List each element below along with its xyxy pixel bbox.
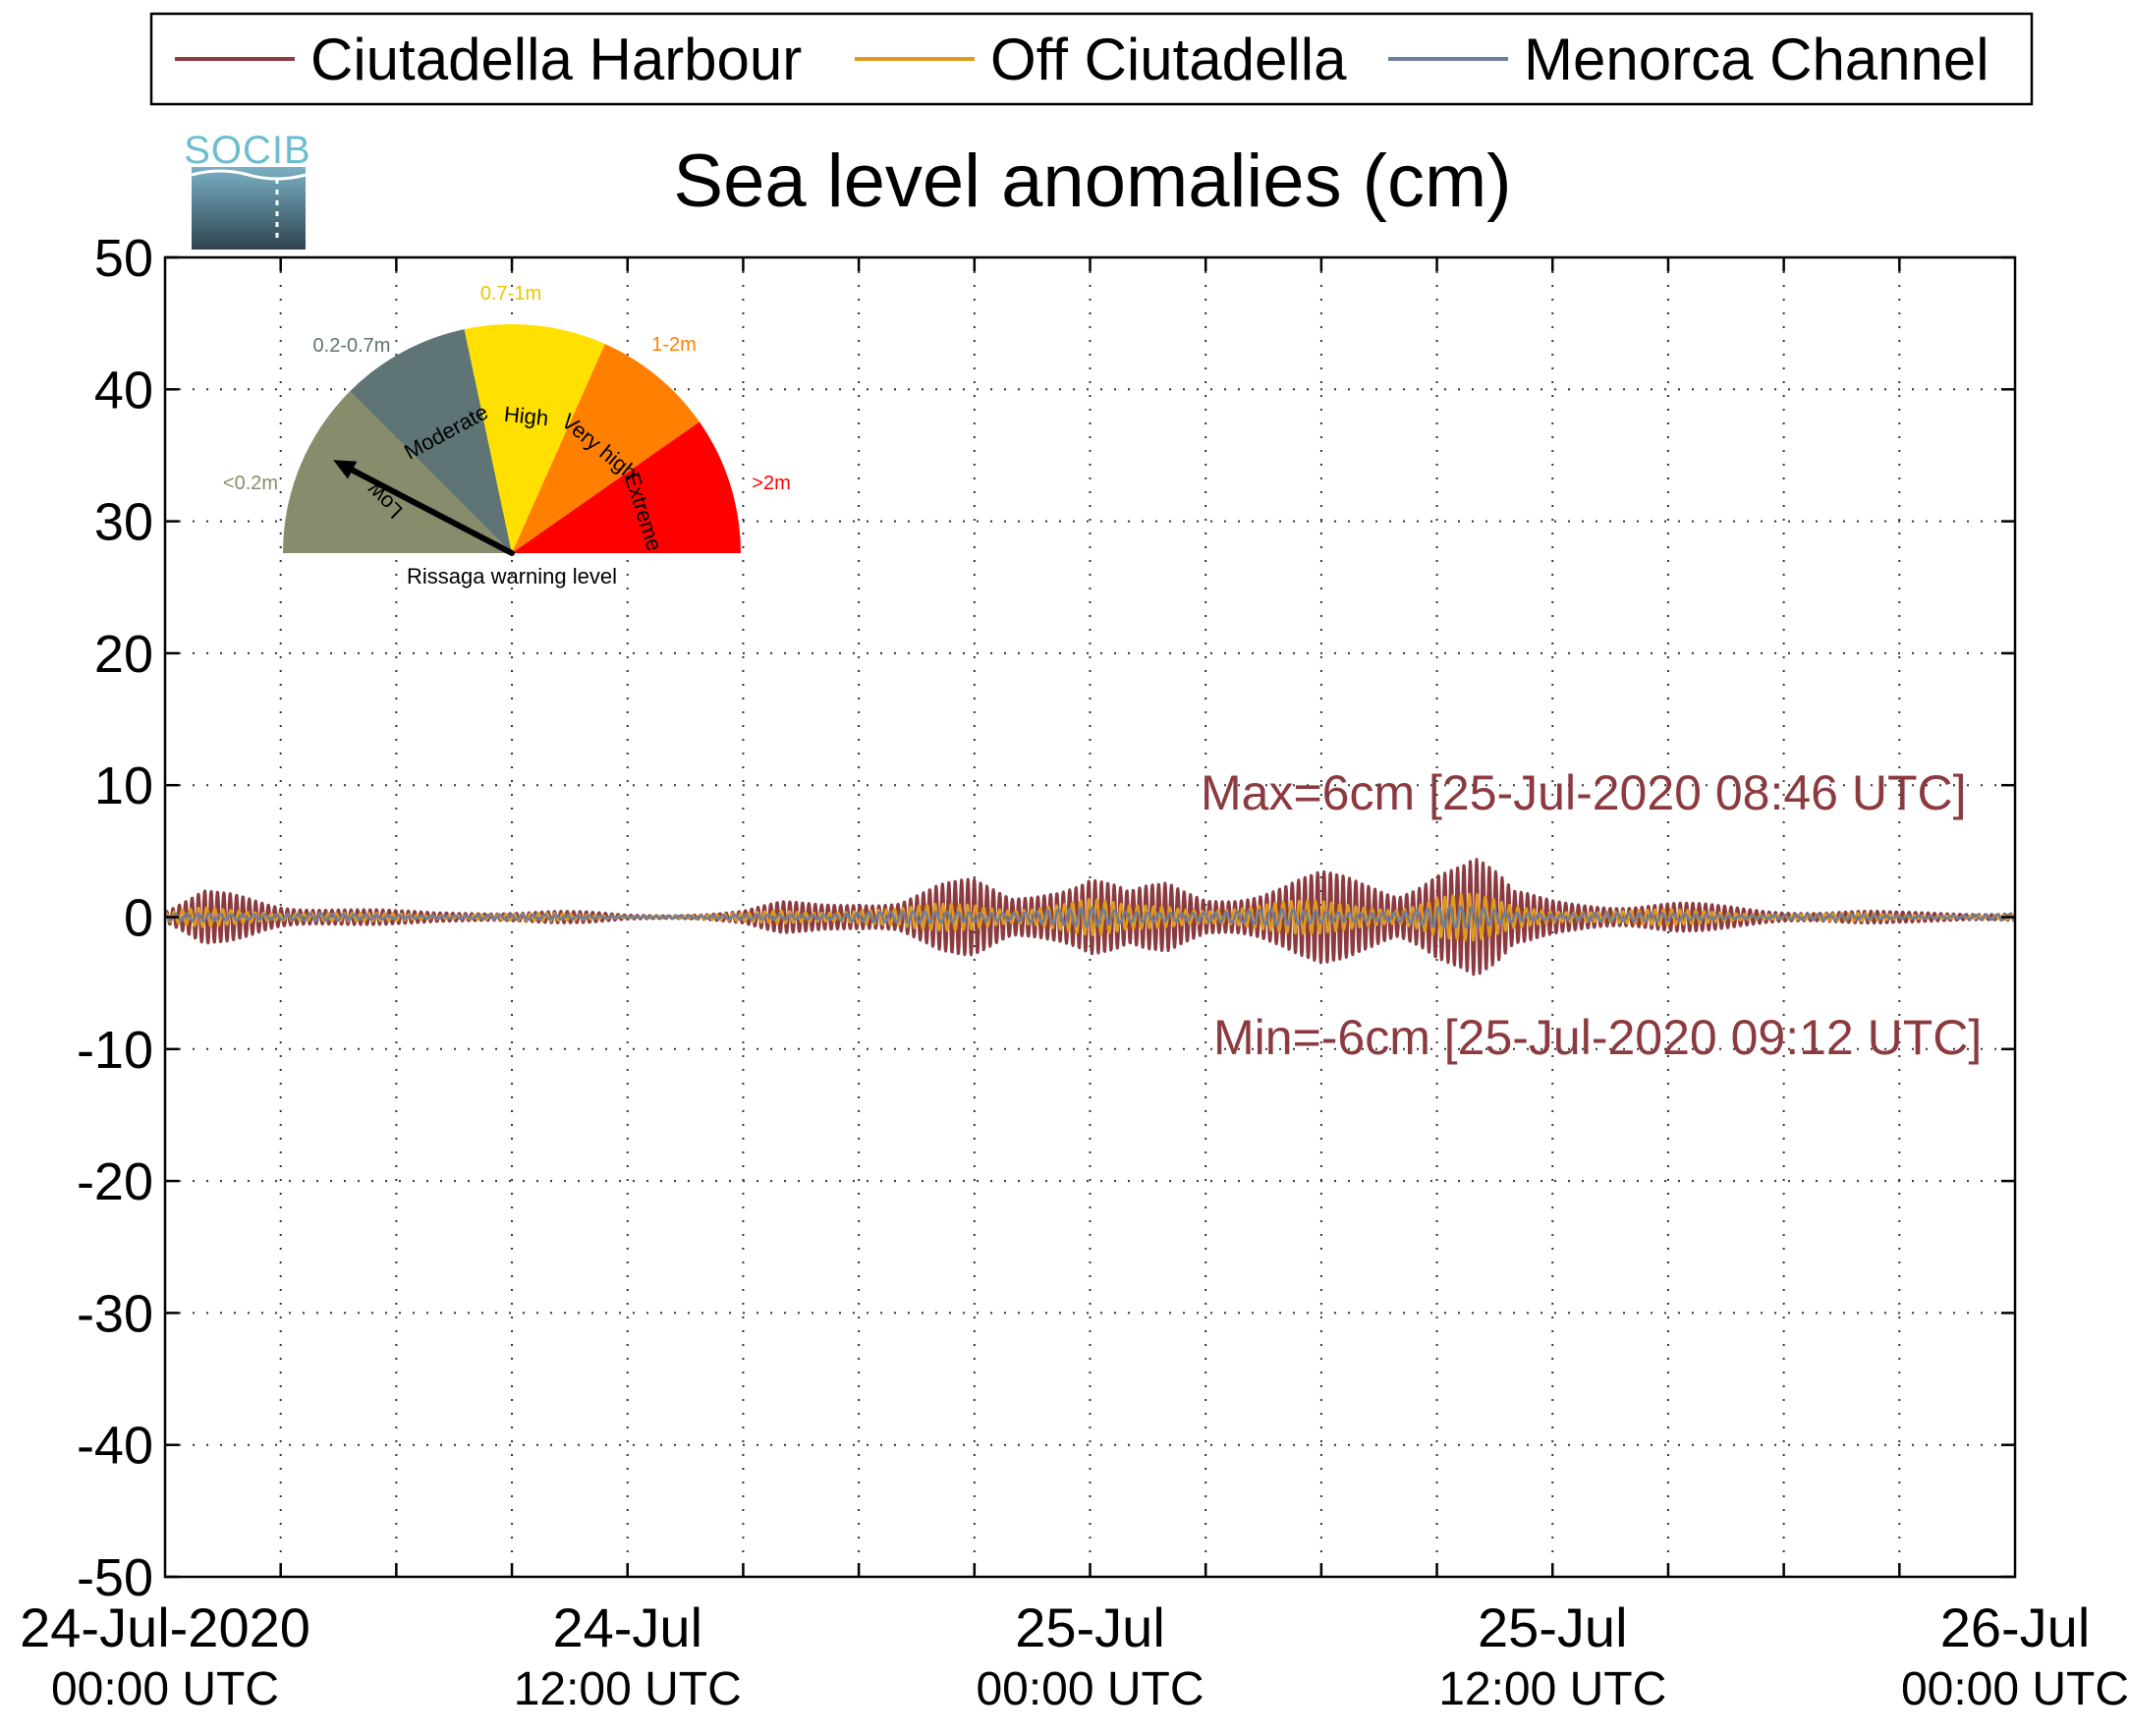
socib-logo-mark xyxy=(192,167,306,250)
gauge-range-low: <0.2m xyxy=(223,473,278,494)
y-tick-label: 20 xyxy=(94,625,153,684)
y-tick-label: 50 xyxy=(94,229,153,288)
gauge-sector-low xyxy=(282,391,512,553)
x-tick-label-time: 12:00 UTC xyxy=(1438,1663,1666,1715)
y-tick-label: 0 xyxy=(124,889,153,948)
gauge-range-high: 0.7-1m xyxy=(480,283,541,305)
socib-logo: SOCIB xyxy=(184,129,310,250)
gauge-pointer-arrowhead xyxy=(333,460,358,479)
rissaga-warning-gauge: Low Moderate High Very high Extreme <0.2… xyxy=(223,283,791,588)
legend-box xyxy=(149,12,2034,106)
y-tick-label: 30 xyxy=(94,493,153,552)
gauge-title: Rissaga warning level xyxy=(407,564,617,588)
gauge-range-extreme: >2m xyxy=(752,473,790,494)
gauge-sector-high xyxy=(464,323,605,553)
gauge-sector-very-high xyxy=(512,344,700,553)
legend: Ciutadella Harbour Off Ciutadella Menorc… xyxy=(149,12,2034,106)
x-tick-label-date: 25-Jul xyxy=(1015,1596,1165,1658)
y-tick-label: 40 xyxy=(94,361,153,420)
gauge-range-moderate: 0.2-0.7m xyxy=(313,335,391,357)
socib-logo-text: SOCIB xyxy=(184,129,310,172)
y-tick-label: 10 xyxy=(94,756,153,815)
y-tick-label: -40 xyxy=(77,1417,153,1476)
gauge-pointer xyxy=(342,463,515,556)
series-line-off-ciutadella xyxy=(165,892,2015,942)
gauge-label-high: High xyxy=(503,402,550,431)
y-tick-label: -30 xyxy=(77,1284,153,1343)
x-tick-label-date: 24-Jul xyxy=(552,1596,702,1658)
series-line-menorca-channel xyxy=(165,905,2015,929)
gauge-sector-moderate xyxy=(350,329,512,553)
socib-logo-wave xyxy=(191,169,307,181)
x-tick-label-time: 00:00 UTC xyxy=(51,1663,279,1715)
gauge-range-very-high: 1-2m xyxy=(651,334,697,356)
gauge-sector-extreme xyxy=(512,421,741,553)
series-layer xyxy=(165,858,2015,977)
x-tick-label-time: 12:00 UTC xyxy=(514,1663,742,1715)
x-tick-label-date: 25-Jul xyxy=(1478,1596,1628,1658)
legend-label-ciutadella-harbour: Ciutadella Harbour xyxy=(310,27,802,92)
x-tick-label-time: 00:00 UTC xyxy=(1901,1663,2129,1715)
y-axis: -50 -40 -30 -20 -10 0 10 20 30 40 50 xyxy=(77,229,2015,1607)
max-annotation: Max=6cm [25-Jul-2020 08:46 UTC] xyxy=(1201,765,1967,820)
legend-label-menorca-channel: Menorca Channel xyxy=(1524,27,1989,92)
legend-label-off-ciutadella: Off Ciutadella xyxy=(990,27,1347,92)
x-tick-label-date: 26-Jul xyxy=(1940,1596,2091,1658)
y-tick-label: -10 xyxy=(77,1021,153,1080)
x-tick-label-date: 24-Jul-2020 xyxy=(20,1596,310,1658)
x-tick-label-time: 00:00 UTC xyxy=(976,1663,1204,1715)
chart-title: Sea level anomalies (cm) xyxy=(673,140,1511,223)
y-tick-label: -50 xyxy=(77,1548,153,1607)
min-annotation: Min=-6cm [25-Jul-2020 09:12 UTC] xyxy=(1213,1010,1982,1065)
y-tick-label: -20 xyxy=(77,1152,153,1211)
